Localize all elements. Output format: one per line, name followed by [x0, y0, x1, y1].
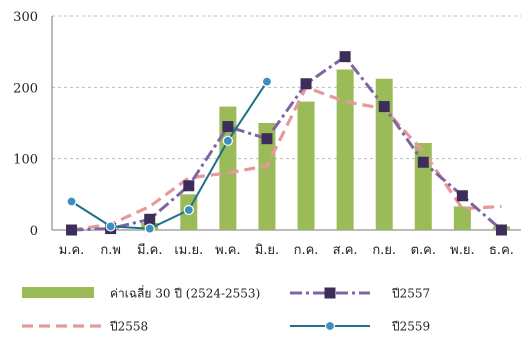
bar — [375, 78, 393, 230]
bar — [219, 106, 237, 230]
circle-marker — [222, 135, 233, 146]
circle-marker — [66, 196, 77, 207]
x-tick-label: พ.ย. — [450, 243, 474, 258]
square-marker — [417, 156, 429, 168]
x-tick-label: ธ.ค. — [489, 243, 514, 258]
x-tick-label: พ.ค. — [215, 243, 241, 258]
x-tick-label: ก.ค. — [294, 243, 319, 258]
series-line — [70, 81, 268, 230]
bar — [336, 69, 354, 230]
x-tick-label: ม.ค. — [59, 243, 85, 258]
y-tick-labels: 0 100 200 300 — [13, 10, 38, 239]
legend: ค่าเฉลี่ย 30 ปี (2524-2553) ปี2557 ปี2558 ป… — [22, 285, 430, 334]
legend-circle-marker — [324, 320, 336, 332]
axes — [51, 16, 521, 231]
y-tick-label: 0 — [30, 224, 38, 239]
series-line — [71, 85, 502, 232]
square-marker — [300, 78, 312, 90]
legend-label: ค่าเฉลี่ย 30 ปี (2524-2553) — [110, 285, 260, 301]
x-tick-label: ก.ย. — [372, 243, 396, 258]
x-tick-label: เม.ย. — [174, 243, 203, 258]
square-marker — [183, 180, 195, 192]
circle-marker — [261, 76, 273, 87]
square-marker — [378, 101, 390, 113]
circle-marker — [144, 223, 155, 234]
line-series — [66, 51, 507, 236]
legend-label: ปี2558 — [109, 320, 148, 334]
bar — [297, 101, 315, 230]
series-line — [71, 54, 503, 232]
bar — [258, 123, 276, 230]
x-tick-label: ส.ค. — [333, 243, 358, 258]
x-tick-labels: ม.ค. ก.พ มี.ค. เม.ย. พ.ค. มิ.ย. ก.ค. ส.ค. ก.ย. ต.… — [59, 242, 514, 258]
grid-lines — [52, 15, 521, 160]
bar — [414, 142, 432, 230]
square-marker — [456, 190, 468, 202]
x-tick-label: มี.ค. — [137, 242, 163, 258]
x-tick-label: ต.ค. — [411, 243, 436, 258]
square-marker — [495, 224, 507, 236]
circle-marker — [183, 204, 194, 216]
square-marker — [339, 51, 351, 63]
y-tick-label: 300 — [13, 10, 38, 25]
square-marker — [144, 213, 156, 225]
legend-label: ปี2557 — [391, 287, 430, 301]
y-tick-label: 200 — [13, 81, 38, 96]
legend-square-marker — [324, 287, 336, 299]
circle-marker — [105, 221, 116, 232]
square-marker — [261, 133, 273, 145]
square-marker — [222, 121, 234, 133]
legend-swatch-bar — [22, 287, 94, 298]
bar — [453, 206, 471, 230]
x-tick-label: ก.พ — [100, 243, 121, 258]
y-tick-label: 100 — [13, 153, 38, 168]
square-marker — [66, 224, 78, 236]
legend-label: ปี2559 — [391, 320, 430, 334]
x-tick-label: มิ.ย. — [255, 243, 279, 258]
